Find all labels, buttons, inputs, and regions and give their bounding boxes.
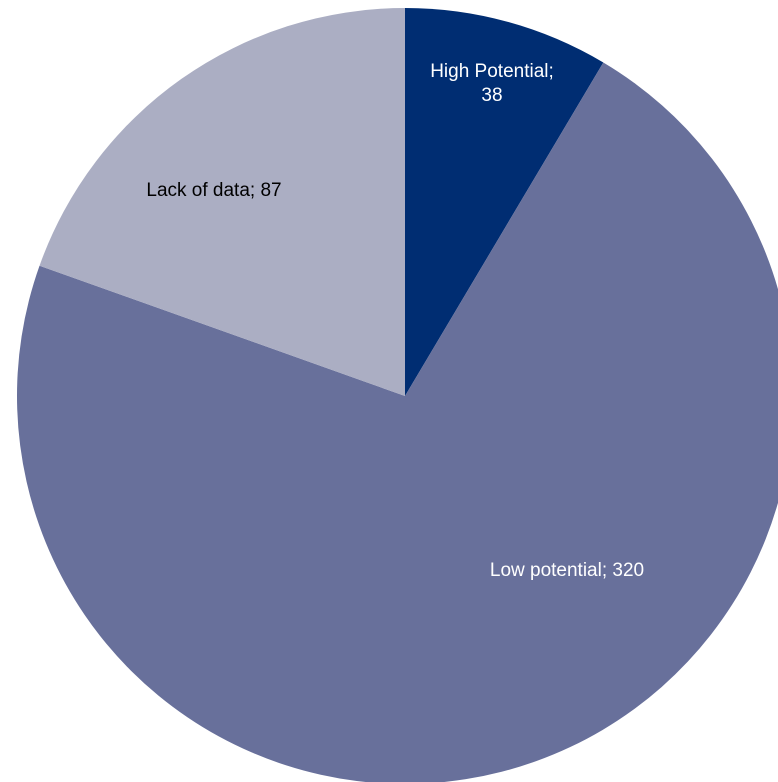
pie-slice-high-potential — [405, 8, 604, 396]
pie-slice-lack-of-data — [39, 8, 406, 396]
pie-labels: High Potential; 38 Low potential; 320 Lack … — [146, 61, 644, 581]
pie-label-line: High Potential; — [430, 61, 554, 82]
pie-label-lack-of-data: Lack of data; 87 — [146, 180, 281, 201]
pie-label-line: Lack of data; 87 — [146, 180, 281, 201]
pie-slices — [17, 8, 778, 782]
pie-label-line: Low potential; 320 — [490, 560, 644, 581]
pie-slice-low-potential — [17, 62, 778, 782]
pie-label-line: 38 — [481, 85, 502, 106]
pie-label-low-potential: Low potential; 320 — [490, 560, 644, 581]
pie-label-high-potential: High Potential; 38 — [430, 61, 554, 106]
